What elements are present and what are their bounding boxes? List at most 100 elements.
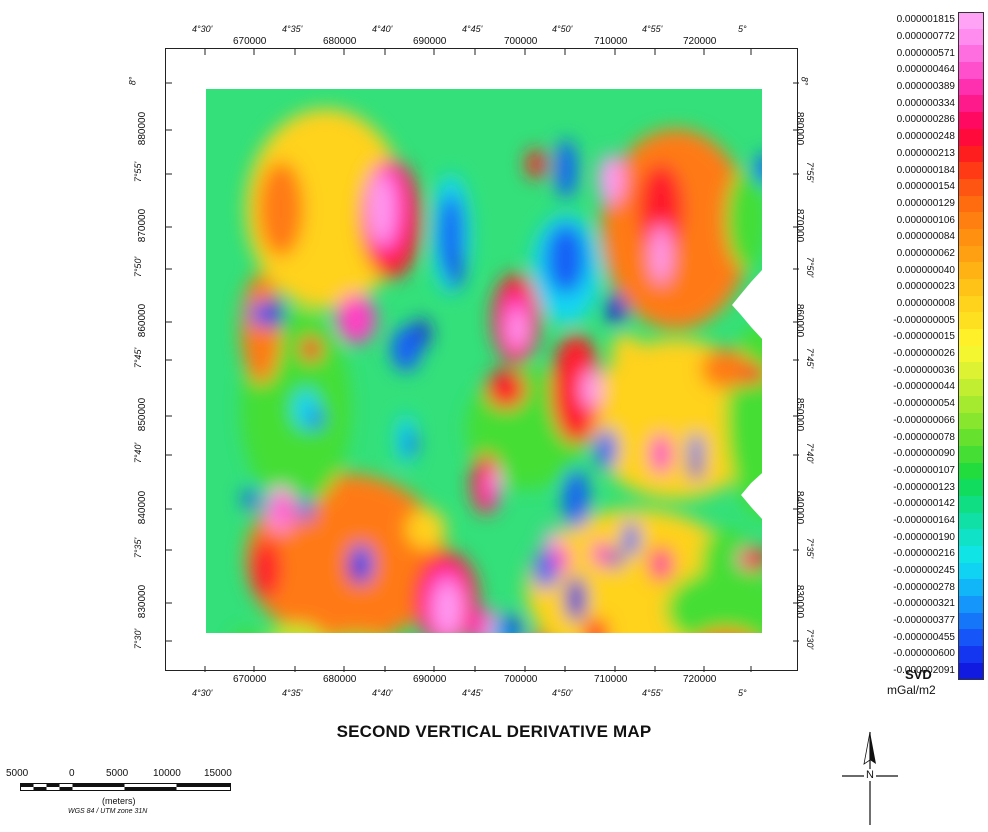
legend-entry: -0.000000005 [862, 312, 986, 330]
legend-swatch [958, 62, 984, 79]
anomaly-blob [651, 224, 671, 284]
legend-entry: -0.000000600 [862, 646, 986, 663]
lat-label-right: 7°40' [805, 442, 816, 464]
legend-swatch [958, 379, 984, 396]
legend-entry-label: -0.000000123 [893, 481, 955, 493]
x-grid-label-top: 690000 [413, 36, 447, 47]
lon-label-top: 4°40' [372, 24, 393, 34]
scale-label: 10000 [153, 768, 181, 779]
legend-entry-label: -0.000000036 [893, 364, 955, 376]
legend-entry: 0.000000084 [862, 228, 986, 246]
x-grid-label-bottom: 690000 [413, 674, 447, 685]
legend-entry: 0.000000286 [862, 112, 986, 129]
lon-label-top: 4°45' [462, 24, 483, 34]
anomaly-blob [701, 349, 751, 389]
lon-label-bottom: 4°45' [462, 688, 483, 698]
lat-label-right: 7°45' [805, 347, 816, 369]
legend-entry-label: -0.000000455 [893, 631, 955, 643]
legend-swatch [958, 78, 984, 96]
scale-label: 5000 [6, 768, 29, 779]
legend-entry: 0.000000008 [862, 295, 986, 313]
x-grid-label-bottom: 680000 [323, 674, 357, 685]
anomaly-blob [241, 274, 281, 384]
anomaly-blob [551, 334, 601, 444]
y-grid-label-left: 870000 [137, 208, 149, 243]
legend-entry: 0.000000571 [862, 45, 986, 63]
anomaly-blob [552, 545, 570, 573]
legend-entry-label: -0.000000278 [893, 581, 955, 593]
anomaly-blob [754, 154, 762, 184]
legend-swatch [958, 12, 984, 29]
anomaly-blob [606, 294, 626, 324]
legend-entry: -0.000000142 [862, 495, 986, 513]
anomaly-blob [555, 139, 577, 199]
anomaly-blob [595, 429, 617, 469]
legend-swatch [958, 28, 984, 46]
lat-label-right: 7°55' [805, 161, 816, 183]
y-grid-label-left: 830000 [137, 584, 149, 619]
anomaly-blob [623, 521, 639, 557]
legend-swatch [958, 429, 984, 446]
x-grid-label-top: 710000 [594, 36, 628, 47]
legend-entry-label: 0.000000571 [896, 47, 955, 59]
legend-swatch [958, 479, 984, 496]
legend-entry-label: -0.000000107 [893, 464, 955, 476]
anomaly-blob [242, 489, 260, 509]
lon-label-top: 5° [738, 24, 747, 34]
legend-swatch [958, 412, 984, 430]
legend-entry-label: 0.000000040 [896, 264, 955, 276]
anomaly-blob [316, 634, 396, 672]
legend-entry-label: 0.000000023 [896, 281, 955, 293]
y-grid-label-right: 870000 [794, 208, 806, 243]
lon-label-top: 4°35' [282, 24, 303, 34]
anomaly-blob [726, 169, 762, 269]
legend-entry-label: -0.000000216 [893, 548, 955, 560]
legend-swatch [958, 228, 984, 246]
anomaly-blob [406, 509, 446, 549]
legend-entry: -0.000000107 [862, 462, 986, 480]
anomaly-blob [701, 529, 751, 589]
anomaly-blob [650, 434, 672, 474]
legend-entry-label: -0.000000600 [893, 648, 955, 660]
lon-label-top: 4°50' [552, 24, 573, 34]
legend-entry-label: 0.000000334 [896, 97, 955, 109]
x-grid-label-bottom: 710000 [594, 674, 628, 685]
legend-entry: -0.000000054 [862, 395, 986, 413]
legend-entry: 0.000000040 [862, 262, 986, 279]
anomaly-blob [689, 459, 703, 479]
lat-label-left: 7°50' [133, 256, 144, 278]
x-grid-label-top: 680000 [323, 36, 357, 47]
anomaly-blob [336, 294, 376, 344]
lon-label-bottom: 4°55' [642, 688, 663, 698]
legend-entry-label: -0.000002091 [893, 665, 955, 677]
legend-entry: 0.000000184 [862, 162, 986, 179]
legend-swatch [958, 495, 984, 513]
anomaly-blob [761, 299, 762, 319]
legend-entry: 0.000000154 [862, 178, 986, 196]
scale-label: 0 [69, 768, 75, 779]
lon-label-bottom: 4°40' [372, 688, 393, 698]
legend-swatch [958, 512, 984, 530]
lon-label-top: 4°55' [642, 24, 663, 34]
legend-entry: -0.000002091 [862, 662, 986, 680]
y-grid-label-right: 840000 [794, 490, 806, 525]
legend-entry: -0.000000026 [862, 345, 986, 363]
anomaly-blob [691, 629, 761, 633]
anomaly-blob [491, 469, 501, 489]
y-grid-label-left: 850000 [137, 397, 149, 432]
anomaly-blob [638, 164, 684, 254]
anomaly-blob [566, 576, 586, 622]
anomaly-blob [251, 301, 271, 327]
anomaly-blob [299, 496, 313, 522]
legend-swatch [958, 212, 984, 229]
legend-entry-label: 0.000000129 [896, 197, 955, 209]
legend-entry: -0.000000036 [862, 362, 986, 380]
legend-entry-label: -0.000000377 [893, 615, 955, 627]
anomaly-blob [275, 494, 293, 524]
y-grid-label-left: 860000 [137, 303, 149, 338]
legend-swatch [958, 145, 984, 163]
lat-label-left: 7°40' [133, 442, 144, 464]
map-frame [165, 48, 799, 672]
scale-label: 5000 [106, 768, 129, 779]
legend-entry-label: -0.000000044 [893, 381, 955, 393]
